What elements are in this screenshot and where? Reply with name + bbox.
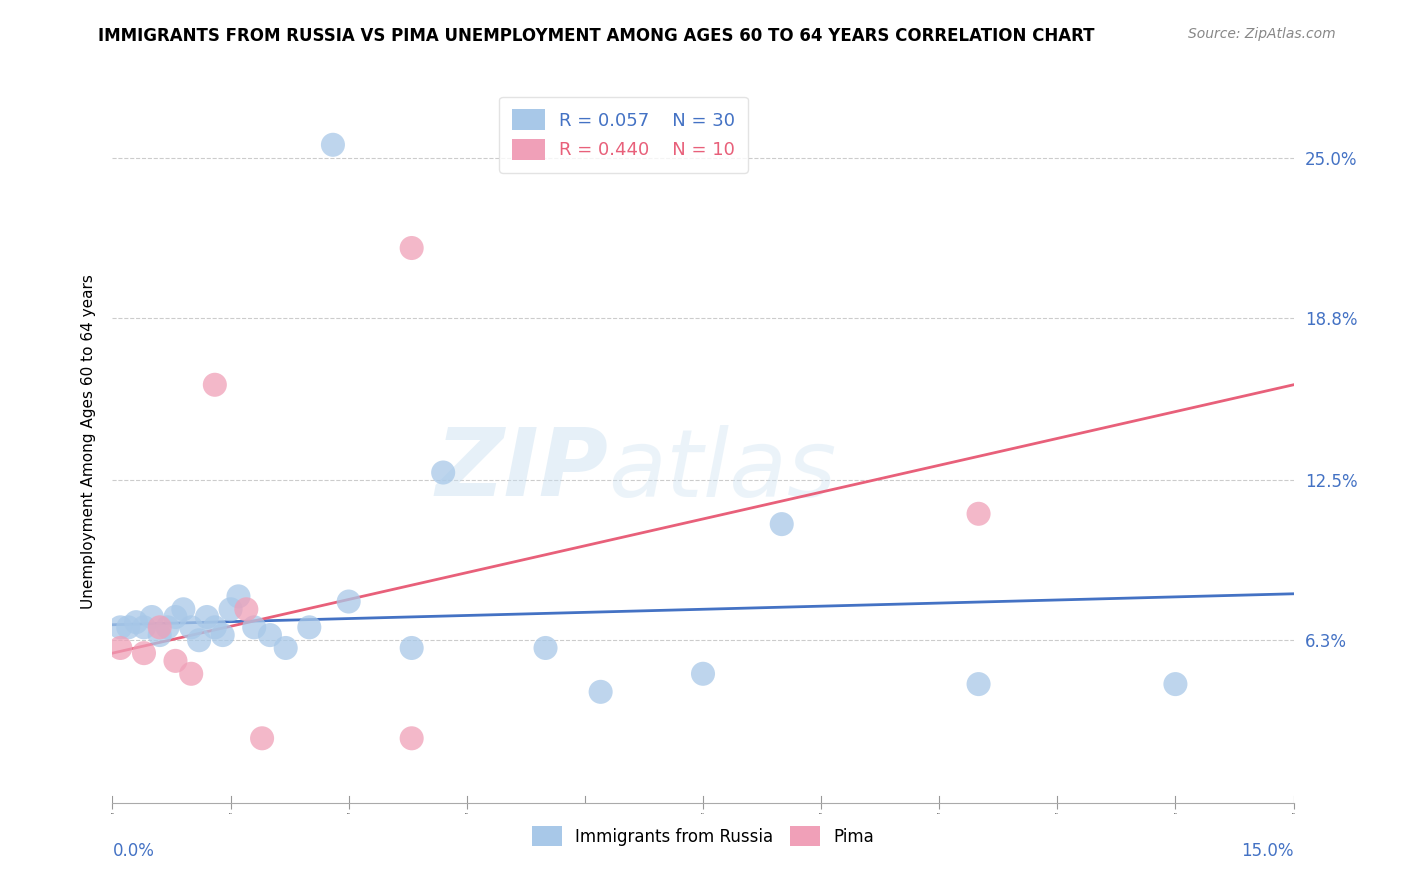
Point <box>172 602 194 616</box>
Point <box>117 620 139 634</box>
Text: atlas: atlas <box>609 425 837 516</box>
Point <box>188 633 211 648</box>
Point <box>219 602 242 616</box>
Point <box>274 640 297 655</box>
Point <box>432 466 454 480</box>
Point <box>156 620 179 634</box>
Point <box>322 137 344 152</box>
Point <box>534 640 557 655</box>
Point <box>589 685 612 699</box>
Point <box>235 602 257 616</box>
Point <box>165 610 187 624</box>
Point <box>149 628 172 642</box>
Point <box>195 610 218 624</box>
Point <box>250 731 273 746</box>
Point <box>211 628 233 642</box>
Point <box>1164 677 1187 691</box>
Point <box>401 640 423 655</box>
Point <box>228 590 250 604</box>
Point <box>180 620 202 634</box>
Text: ZIP: ZIP <box>436 425 609 516</box>
Text: IMMIGRANTS FROM RUSSIA VS PIMA UNEMPLOYMENT AMONG AGES 60 TO 64 YEARS CORRELATIO: IMMIGRANTS FROM RUSSIA VS PIMA UNEMPLOYM… <box>98 27 1095 45</box>
Point <box>110 640 132 655</box>
Legend: Immigrants from Russia, Pima: Immigrants from Russia, Pima <box>526 820 880 852</box>
Point <box>243 620 266 634</box>
Point <box>132 646 155 660</box>
Point <box>180 666 202 681</box>
Point <box>692 666 714 681</box>
Point <box>401 731 423 746</box>
Point <box>132 620 155 634</box>
Point <box>125 615 148 630</box>
Point <box>298 620 321 634</box>
Point <box>770 517 793 532</box>
Point <box>204 620 226 634</box>
Point <box>165 654 187 668</box>
Point <box>141 610 163 624</box>
Point <box>149 620 172 634</box>
Text: 15.0%: 15.0% <box>1241 841 1294 860</box>
Point <box>110 620 132 634</box>
Text: 0.0%: 0.0% <box>112 841 155 860</box>
Point <box>337 594 360 608</box>
Text: Source: ZipAtlas.com: Source: ZipAtlas.com <box>1188 27 1336 41</box>
Point <box>967 507 990 521</box>
Point <box>259 628 281 642</box>
Y-axis label: Unemployment Among Ages 60 to 64 years: Unemployment Among Ages 60 to 64 years <box>80 274 96 609</box>
Point <box>401 241 423 255</box>
Point <box>967 677 990 691</box>
Point <box>204 377 226 392</box>
